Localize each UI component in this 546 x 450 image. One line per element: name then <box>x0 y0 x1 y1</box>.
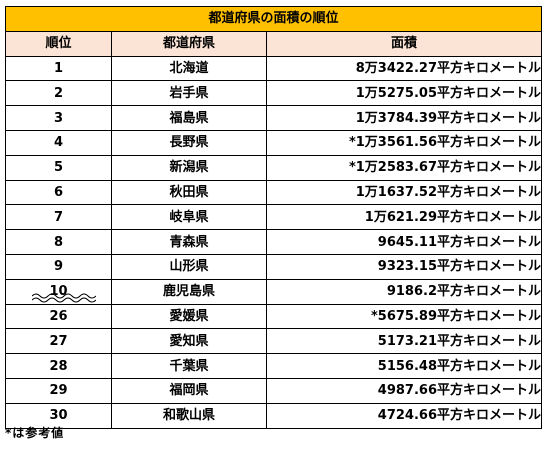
table-row: 6 秋田県 1万1637.52平方キロメートル <box>5 179 542 206</box>
rank-cell: 27 <box>5 328 112 355</box>
header-rank: 順位 <box>5 30 112 57</box>
rank-cell: 29 <box>5 377 112 404</box>
area-cell: 9186.2平方キロメートル <box>266 278 542 305</box>
rank-cell: 9 <box>5 253 112 280</box>
rank-cell: 26 <box>5 303 112 330</box>
rank-cell: 30 <box>5 402 112 429</box>
area-cell: 9645.11平方キロメートル <box>266 229 542 255</box>
header-row: 順位 都道府県 面積 <box>5 30 542 57</box>
table-row: 27 愛知県 5173.21平方キロメートル <box>5 328 542 355</box>
area-cell: 5173.21平方キロメートル <box>266 328 542 355</box>
table-row: 5 新潟県 *1万2583.67平方キロメートル <box>5 154 542 181</box>
rank-cell: 7 <box>5 204 112 231</box>
prefecture-cell: 青森県 <box>111 229 267 255</box>
footnote: *は参考値 <box>5 426 65 440</box>
rank-cell: 4 <box>5 129 112 156</box>
table-row: 30 和歌山県 4724.66平方キロメートル <box>5 402 542 429</box>
prefecture-cell: 岩手県 <box>111 80 267 107</box>
prefecture-cell: 新潟県 <box>111 154 267 181</box>
rank-cell: 2 <box>5 80 112 107</box>
table-row: 4 長野県 *1万3561.56平方キロメートル <box>5 129 542 156</box>
rank-cell: 1 <box>5 55 112 82</box>
area-cell: 8万3422.27平方キロメートル <box>266 55 542 82</box>
prefecture-cell: 千葉県 <box>111 353 267 379</box>
rank-cell: 5 <box>5 154 112 181</box>
rank-cell: 3 <box>5 105 112 131</box>
prefecture-cell: 愛知県 <box>111 328 267 355</box>
table-row: 28 千葉県 5156.48平方キロメートル <box>5 353 542 379</box>
area-cell: 9323.15平方キロメートル <box>266 253 542 280</box>
area-cell: *1万2583.67平方キロメートル <box>266 154 542 181</box>
table-row: 26 愛媛県 *5675.89平方キロメートル <box>5 303 542 330</box>
area-cell: 4724.66平方キロメートル <box>266 402 542 429</box>
table-row: 10 鹿児島県 9186.2平方キロメートル <box>5 278 542 305</box>
prefecture-cell: 北海道 <box>111 55 267 82</box>
rank-cell: 10 <box>5 278 112 305</box>
table-row: 1 北海道 8万3422.27平方キロメートル <box>5 55 542 82</box>
prefecture-cell: 愛媛県 <box>111 303 267 330</box>
table-row: 8 青森県 9645.11平方キロメートル <box>5 229 542 255</box>
prefecture-cell: 福島県 <box>111 105 267 131</box>
prefecture-cell: 山形県 <box>111 253 267 280</box>
title-row: 都道府県の面積の順位 <box>5 6 542 32</box>
area-cell: 1万3784.39平方キロメートル <box>266 105 542 131</box>
table-row: 3 福島県 1万3784.39平方キロメートル <box>5 105 542 131</box>
area-cell: 1万5275.05平方キロメートル <box>266 80 542 107</box>
table-row: 7 岐阜県 1万621.29平方キロメートル <box>5 204 542 231</box>
table-row: 2 岩手県 1万5275.05平方キロメートル <box>5 80 542 107</box>
table-title: 都道府県の面積の順位 <box>5 6 542 32</box>
header-prefecture: 都道府県 <box>111 30 267 57</box>
area-cell: 1万1637.52平方キロメートル <box>266 179 542 206</box>
rank-value: 10 <box>49 284 68 300</box>
area-cell: 1万621.29平方キロメートル <box>266 204 542 231</box>
prefecture-cell: 長野県 <box>111 129 267 156</box>
area-cell: 5156.48平方キロメートル <box>266 353 542 379</box>
rank-cell: 28 <box>5 353 112 379</box>
rank-cell: 8 <box>5 229 112 255</box>
prefecture-cell: 福岡県 <box>111 377 267 404</box>
area-ranking-table: 都道府県の面積の順位 順位 都道府県 面積 1 北海道 8万3422.27平方キ… <box>5 6 542 429</box>
prefecture-cell: 和歌山県 <box>111 402 267 429</box>
prefecture-cell: 岐阜県 <box>111 204 267 231</box>
header-area: 面積 <box>266 30 542 57</box>
prefecture-cell: 鹿児島県 <box>111 278 267 305</box>
area-cell: 4987.66平方キロメートル <box>266 377 542 404</box>
rank-cell: 6 <box>5 179 112 206</box>
area-cell: *5675.89平方キロメートル <box>266 303 542 330</box>
table-row: 9 山形県 9323.15平方キロメートル <box>5 253 542 280</box>
prefecture-cell: 秋田県 <box>111 179 267 206</box>
area-cell: *1万3561.56平方キロメートル <box>266 129 542 156</box>
table-row: 29 福岡県 4987.66平方キロメートル <box>5 377 542 404</box>
